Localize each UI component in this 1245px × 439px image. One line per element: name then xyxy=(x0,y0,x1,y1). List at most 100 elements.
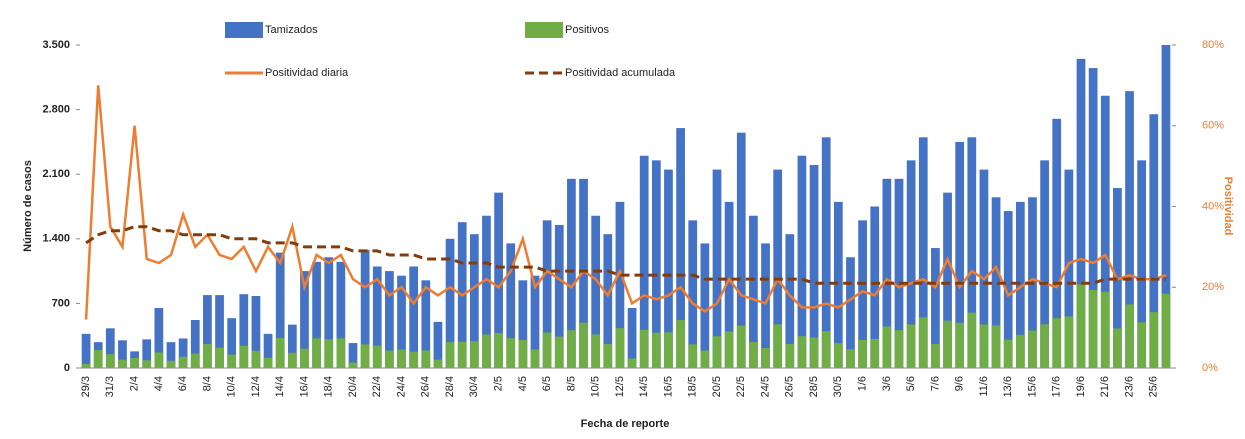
bar xyxy=(1052,118,1062,368)
bar xyxy=(482,215,491,368)
bar xyxy=(700,350,710,368)
bar xyxy=(797,336,807,368)
bar xyxy=(1125,304,1134,368)
bar xyxy=(639,329,649,368)
x-tick-label: 1/6 xyxy=(857,376,869,391)
bar xyxy=(894,330,904,368)
legend-label: Tamizados xyxy=(265,24,318,36)
bar xyxy=(870,338,880,368)
bar xyxy=(1100,291,1110,368)
bar xyxy=(81,333,91,368)
bar xyxy=(409,351,419,368)
bar xyxy=(676,320,685,368)
bar xyxy=(142,360,152,368)
bar xyxy=(931,344,940,368)
bar xyxy=(530,349,540,368)
x-tick-label: 20/5 xyxy=(711,376,723,397)
x-tick-label: 11/6 xyxy=(978,376,990,397)
bar xyxy=(360,249,370,368)
x-tick-label: 18/5 xyxy=(687,376,699,397)
bar xyxy=(130,358,139,368)
bar xyxy=(651,332,661,368)
x-tick-label: 30/4 xyxy=(468,376,480,397)
bar xyxy=(615,201,625,368)
x-tick-label: 15/6 xyxy=(1026,376,1038,397)
bar xyxy=(324,257,334,368)
bar xyxy=(846,349,855,368)
legend-label: Positivos xyxy=(565,24,610,36)
x-tick-label: 17/6 xyxy=(1051,376,1063,397)
bar xyxy=(639,155,649,368)
bar xyxy=(263,333,273,368)
bar xyxy=(955,141,965,368)
y2-tick-label: 40% xyxy=(1202,200,1224,212)
x-tick-label: 16/4 xyxy=(298,376,310,397)
bar xyxy=(518,339,528,368)
x-tick-label: 7/6 xyxy=(929,376,941,391)
bar xyxy=(142,339,152,368)
y2-tick-label: 20% xyxy=(1202,281,1224,293)
bar xyxy=(967,312,977,368)
bar xyxy=(105,328,115,368)
bar xyxy=(542,220,552,368)
bar xyxy=(469,234,479,368)
bar xyxy=(227,318,237,368)
x-tick-label: 14/4 xyxy=(274,376,286,397)
bar xyxy=(894,178,904,368)
bar xyxy=(81,363,91,368)
bar xyxy=(118,359,127,368)
bar xyxy=(906,324,916,368)
bar xyxy=(300,348,309,368)
x-tick-label: 21/6 xyxy=(1099,376,1111,397)
bar xyxy=(724,201,734,368)
x-tick-label: 19/6 xyxy=(1075,376,1087,397)
legend-label: Positividad diaria xyxy=(265,67,349,79)
bar xyxy=(506,338,516,368)
y2-axis-title: Positividad xyxy=(1222,177,1234,236)
bar xyxy=(1137,160,1147,368)
x-tick-label: 2/5 xyxy=(493,376,505,391)
y2-tick-label: 0% xyxy=(1202,362,1218,374)
x-tick-label: 22/5 xyxy=(735,376,747,397)
bar xyxy=(482,334,491,368)
x-tick-label: 14/5 xyxy=(638,376,650,397)
bar xyxy=(312,261,321,368)
bar xyxy=(1100,95,1110,368)
bar xyxy=(372,345,382,368)
bar xyxy=(421,280,431,368)
bar xyxy=(615,328,625,368)
bar xyxy=(833,343,843,368)
bar xyxy=(712,336,722,368)
bar xyxy=(1076,284,1086,368)
bar xyxy=(287,324,297,368)
x-tick-label: 28/5 xyxy=(808,376,820,397)
x-tick-label: 30/5 xyxy=(832,376,844,397)
bar xyxy=(469,341,479,368)
bar xyxy=(1161,293,1171,368)
bar xyxy=(348,362,358,368)
bar xyxy=(700,243,710,368)
bar xyxy=(809,164,819,368)
bar xyxy=(457,341,467,368)
bar xyxy=(1003,211,1013,368)
x-tick-label: 24/4 xyxy=(395,376,407,397)
bar xyxy=(1064,169,1074,368)
bar xyxy=(263,357,273,368)
x-tick-label: 12/4 xyxy=(250,376,262,397)
bar xyxy=(336,261,346,368)
bar xyxy=(1040,324,1049,368)
x-tick-label: 28/4 xyxy=(444,376,456,397)
line xyxy=(85,225,1166,285)
bar xyxy=(554,336,564,368)
y-tick-label: 2.800 xyxy=(42,104,70,116)
x-tick-label: 9/6 xyxy=(954,376,966,391)
bar xyxy=(1161,45,1171,368)
bar xyxy=(943,320,952,368)
x-tick-label: 16/5 xyxy=(662,376,674,397)
bar xyxy=(494,332,503,368)
bar xyxy=(688,344,698,368)
bar xyxy=(676,128,685,368)
bar xyxy=(421,350,431,368)
bar xyxy=(542,332,552,368)
x-tick-label: 10/4 xyxy=(226,376,238,397)
